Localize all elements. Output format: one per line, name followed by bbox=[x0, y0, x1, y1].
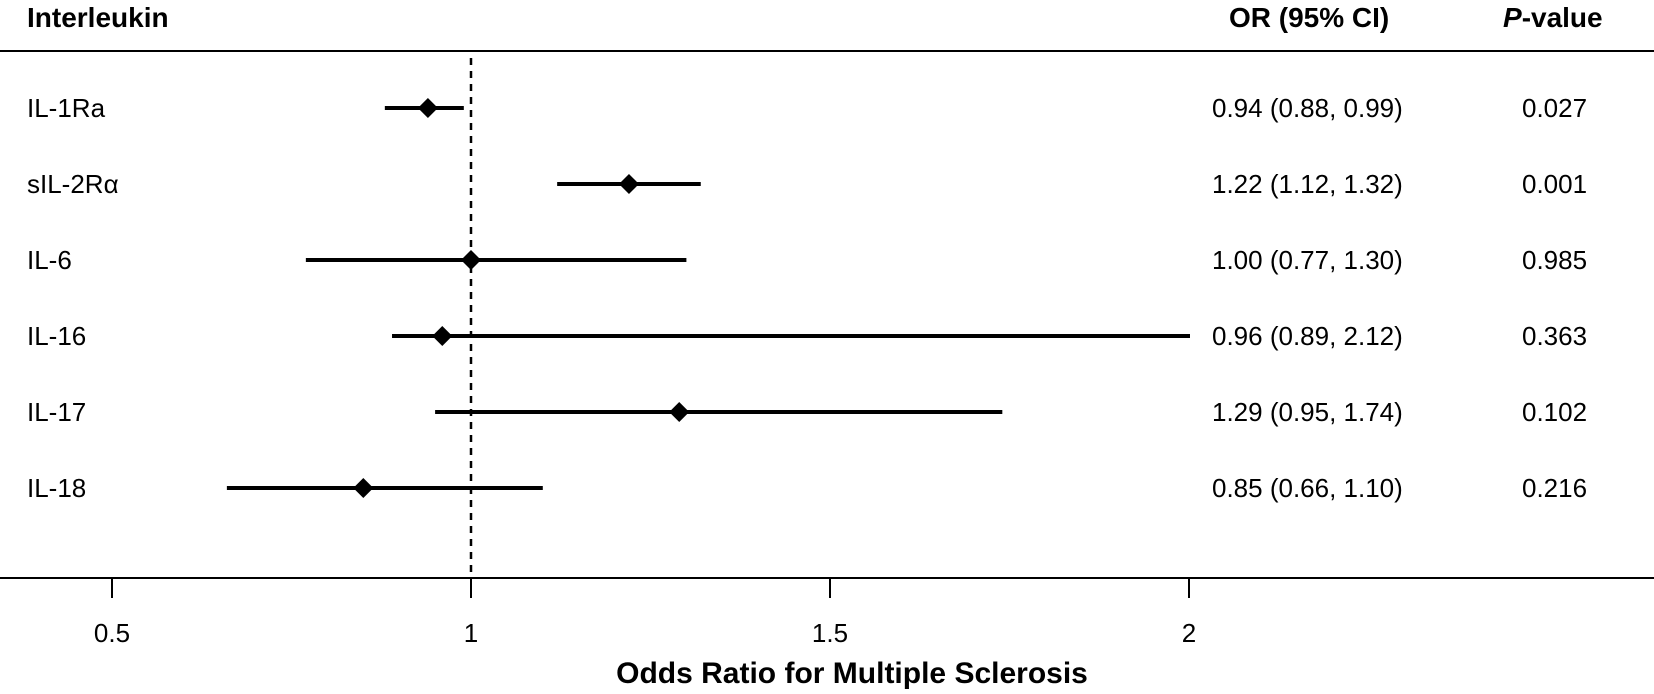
or-marker bbox=[618, 174, 639, 194]
or-ci-value: 0.85 (0.66, 1.10) bbox=[1212, 473, 1403, 503]
p-value: 0.001 bbox=[1522, 169, 1588, 199]
p-value: 0.216 bbox=[1522, 473, 1588, 503]
row-label: IL-6 bbox=[27, 245, 72, 275]
row-label: IL-17 bbox=[27, 397, 87, 427]
or-ci-value: 1.29 (0.95, 1.74) bbox=[1212, 397, 1403, 427]
x-tick-label: 0.5 bbox=[93, 618, 131, 648]
p-value: 0.027 bbox=[1522, 93, 1588, 123]
or-ci-value: 0.96 (0.89, 2.12) bbox=[1212, 321, 1403, 351]
or-ci-value: 1.00 (0.77, 1.30) bbox=[1212, 245, 1403, 275]
x-tick-label: 1 bbox=[463, 618, 479, 648]
x-tick-label: 1.5 bbox=[811, 618, 849, 648]
column-header-interleukin: Interleukin bbox=[27, 2, 169, 33]
or-marker bbox=[432, 326, 453, 346]
or-ci-value: 0.94 (0.88, 0.99) bbox=[1212, 93, 1403, 123]
p-suffix: -value bbox=[1521, 2, 1603, 33]
p-value: 0.985 bbox=[1522, 245, 1588, 275]
column-header-p-value: P-value bbox=[1503, 0, 1603, 36]
or-ci-value: 1.22 (1.12, 1.32) bbox=[1212, 169, 1403, 199]
x-tick-label: 2 bbox=[1181, 618, 1197, 648]
p-value: 0.102 bbox=[1522, 397, 1588, 427]
row-label: IL-1Ra bbox=[27, 93, 106, 123]
row-label: IL-16 bbox=[27, 321, 87, 351]
row-label: IL-18 bbox=[27, 473, 87, 503]
or-marker bbox=[669, 402, 690, 422]
or-marker bbox=[353, 478, 374, 498]
or-marker bbox=[461, 250, 481, 270]
or-marker bbox=[417, 98, 438, 118]
x-axis-title: Odds Ratio for Multiple Sclerosis bbox=[616, 657, 1088, 690]
row-label: sIL-2Rα bbox=[27, 169, 119, 199]
column-header-or: OR (95% CI) bbox=[1229, 2, 1390, 33]
p-letter: P bbox=[1503, 2, 1522, 33]
p-value: 0.363 bbox=[1522, 321, 1588, 351]
